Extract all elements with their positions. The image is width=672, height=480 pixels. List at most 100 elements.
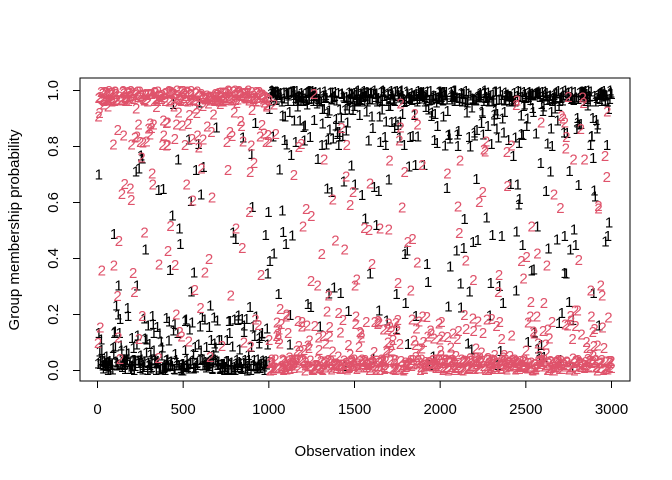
data-point-1: 1 <box>309 88 317 105</box>
data-point-2: 2 <box>269 361 277 378</box>
data-point-2: 2 <box>188 92 196 109</box>
data-point-1: 1 <box>493 106 501 123</box>
data-point-2: 2 <box>94 109 102 126</box>
data-point-1: 1 <box>99 361 107 378</box>
data-point-1: 1 <box>595 87 603 104</box>
data-point-1: 1 <box>526 92 534 109</box>
data-point-1: 1 <box>325 102 333 119</box>
data-point-2: 2 <box>517 357 525 374</box>
data-point-2: 2 <box>448 359 456 376</box>
data-point-1: 1 <box>468 100 476 117</box>
data-point-1: 1 <box>199 358 207 375</box>
data-point-2: 2 <box>150 93 158 110</box>
data-point-1: 1 <box>410 107 418 124</box>
data-point-2: 2 <box>486 357 494 374</box>
data-point-2: 2 <box>260 126 268 143</box>
data-point-1: 1 <box>422 99 430 116</box>
data-point-2: 2 <box>160 86 168 103</box>
data-point-1: 1 <box>262 353 270 370</box>
data-point-2: 2 <box>551 359 559 376</box>
data-point-1: 1 <box>439 92 447 109</box>
data-point-2: 2 <box>438 329 446 346</box>
data-point-1: 1 <box>270 85 278 102</box>
data-point-2: 2 <box>481 144 489 161</box>
data-point-1: 1 <box>537 337 545 354</box>
data-point-2: 2 <box>170 98 178 115</box>
data-point-1: 1 <box>388 114 396 131</box>
data-point-1: 1 <box>343 114 351 131</box>
data-point-1: 1 <box>460 240 468 257</box>
data-point-2: 2 <box>262 134 270 151</box>
data-point-1: 1 <box>307 91 315 108</box>
data-point-2: 2 <box>461 353 469 370</box>
data-point-1: 1 <box>156 361 164 378</box>
data-point-1: 1 <box>409 88 417 105</box>
data-point-2: 2 <box>586 346 594 363</box>
data-point-1: 1 <box>176 236 184 253</box>
data-point-1: 1 <box>137 347 145 364</box>
data-point-1: 1 <box>440 88 448 105</box>
data-point-1: 1 <box>236 355 244 372</box>
data-point-1: 1 <box>557 90 565 107</box>
data-point-2: 2 <box>485 354 493 371</box>
data-point-1: 1 <box>379 83 387 100</box>
data-point-2: 2 <box>407 352 415 369</box>
data-point-2: 2 <box>428 359 436 376</box>
data-point-1: 1 <box>160 360 168 377</box>
data-point-1: 1 <box>421 89 429 106</box>
data-point-1: 1 <box>380 84 388 101</box>
data-point-1: 1 <box>536 86 544 103</box>
data-point-2: 2 <box>433 351 441 368</box>
data-point-1: 1 <box>529 104 537 121</box>
data-point-1: 1 <box>418 86 426 103</box>
data-point-2: 2 <box>242 91 250 108</box>
y-tick-label: 0.2 <box>45 304 62 325</box>
data-point-1: 1 <box>430 132 438 149</box>
data-point-2: 2 <box>217 85 225 102</box>
data-point-2: 2 <box>453 331 461 348</box>
data-point-2: 2 <box>592 359 600 376</box>
data-point-1: 1 <box>153 355 161 372</box>
data-point-2: 2 <box>592 359 600 376</box>
data-point-2: 2 <box>153 91 161 108</box>
data-point-1: 1 <box>115 325 123 342</box>
data-point-1: 1 <box>412 308 420 325</box>
data-point-2: 2 <box>539 354 547 371</box>
data-point-1: 1 <box>329 89 337 106</box>
data-point-2: 2 <box>249 91 257 108</box>
data-point-2: 2 <box>372 362 380 379</box>
data-point-1: 1 <box>135 160 143 177</box>
data-point-2: 2 <box>459 362 467 379</box>
data-point-1: 1 <box>321 84 329 101</box>
data-point-2: 2 <box>257 267 265 284</box>
data-point-2: 2 <box>546 360 554 377</box>
data-point-2: 2 <box>234 92 242 109</box>
data-point-2: 2 <box>441 361 449 378</box>
data-point-1: 1 <box>532 126 540 143</box>
data-point-2: 2 <box>531 361 539 378</box>
data-point-1: 1 <box>154 353 162 370</box>
data-point-1: 1 <box>535 83 543 100</box>
data-point-2: 2 <box>551 359 559 376</box>
data-point-1: 1 <box>142 332 150 349</box>
data-point-2: 2 <box>435 315 443 332</box>
data-point-2: 2 <box>317 353 325 370</box>
data-point-2: 2 <box>429 352 437 369</box>
data-point-2: 2 <box>405 354 413 371</box>
data-point-1: 1 <box>203 358 211 375</box>
data-point-1: 1 <box>500 104 508 121</box>
data-point-2: 2 <box>432 358 440 375</box>
data-point-2: 2 <box>362 314 370 331</box>
data-point-1: 1 <box>575 116 583 133</box>
data-point-2: 2 <box>198 89 206 106</box>
data-point-2: 2 <box>414 352 422 369</box>
data-point-1: 1 <box>442 87 450 104</box>
data-point-1: 1 <box>369 351 377 368</box>
data-point-1: 1 <box>320 101 328 118</box>
data-point-1: 1 <box>115 357 123 374</box>
data-point-1: 1 <box>162 310 170 327</box>
data-point-1: 1 <box>500 93 508 110</box>
data-point-2: 2 <box>470 323 478 340</box>
data-point-2: 2 <box>521 354 529 371</box>
data-point-1: 1 <box>490 112 498 129</box>
